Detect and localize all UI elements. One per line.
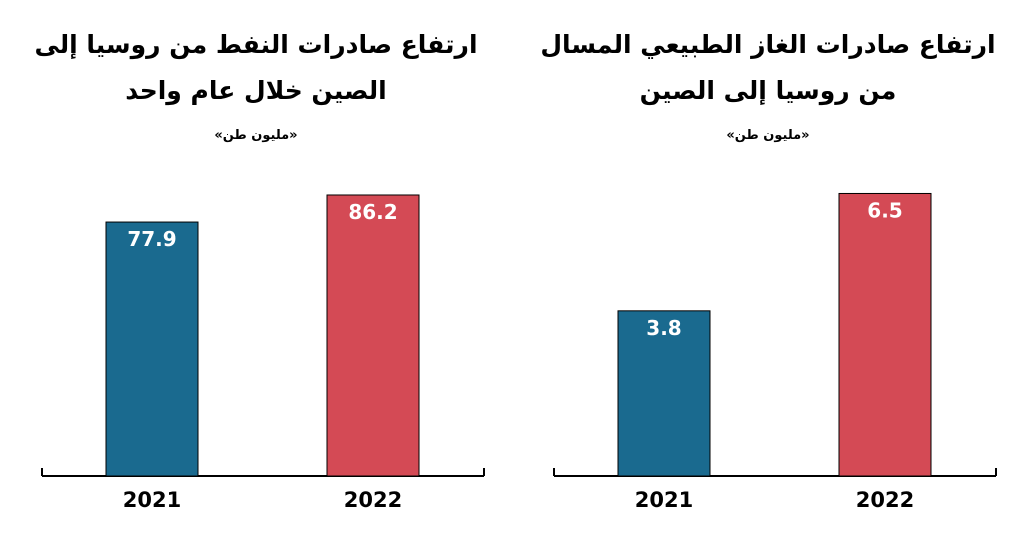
unit-label: «مليون طن» <box>726 128 810 143</box>
chart-title: ارتفاع صادرات النفط من روسيا إلى الصين خ… <box>34 30 478 105</box>
tick-label-2022: 2022 <box>344 488 402 512</box>
data-label-2021: 3.8 <box>646 316 681 340</box>
oil-exports-panel: ارتفاع صادرات النفط من روسيا إلى الصين خ… <box>34 30 485 512</box>
data-label-2022: 6.5 <box>867 198 902 222</box>
bar-2022 <box>838 192 932 477</box>
oil-bar-chart: 77.9 2021 86.2 2022 <box>41 194 485 512</box>
bar-2021 <box>105 221 199 477</box>
bar-2022 <box>326 194 420 477</box>
tick-label-2022: 2022 <box>856 488 914 512</box>
data-label-2022: 86.2 <box>348 200 397 224</box>
tick-label-2021: 2021 <box>635 488 693 512</box>
lng-exports-panel: ارتفاع صادرات الغاز الطبيعي المسال من رو… <box>512 0 1024 544</box>
bar-2021 <box>617 310 711 477</box>
chart-title: ارتفاع صادرات الغاز الطبيعي المسال من رو… <box>540 30 996 105</box>
data-label-2021: 77.9 <box>127 227 176 251</box>
lng-bar-chart: 3.8 2021 6.5 2022 <box>553 192 997 512</box>
unit-label: «مليون طن» <box>214 128 298 143</box>
tick-label-2021: 2021 <box>123 488 181 512</box>
